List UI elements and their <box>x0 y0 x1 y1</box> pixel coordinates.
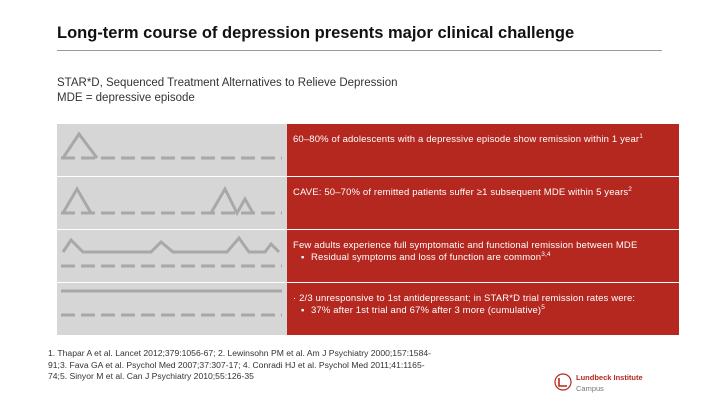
logo-campus: Campus <box>576 384 604 393</box>
episode-peak <box>61 186 93 214</box>
bullet-text: Residual symptoms and loss of function a… <box>311 251 542 263</box>
subtitle-line-1: STAR*D, Sequenced Treatment Alternatives… <box>57 77 398 89</box>
episode-peak <box>209 185 255 217</box>
bullet-citation: 5 <box>541 303 546 311</box>
course-row-4: · 2/3 unresponsive to 1st antidepressant… <box>57 283 679 335</box>
episode-curve-4 <box>61 289 282 317</box>
episode-curve-3 <box>61 235 282 268</box>
row-bullet: ▪ Residual symptoms and loss of function … <box>293 250 673 264</box>
episode-peak <box>61 131 99 159</box>
row-text: Few adults experience full symptomatic a… <box>293 240 638 251</box>
bullet-mark: ▪ <box>301 251 305 263</box>
row-text: · 2/3 unresponsive to 1st antidepressant… <box>293 293 636 304</box>
row-bullet: ▪ 37% after 1st trial and 67% after 3 mor… <box>293 303 673 317</box>
course-text-4: · 2/3 unresponsive to 1st antidepressant… <box>287 283 679 335</box>
reference-line-3: 74;5. Sinyor M et al. Can J Psychiatry 2… <box>48 371 254 381</box>
course-text-3: Few adults experience full symptomatic a… <box>287 230 679 282</box>
lundbeck-seal-icon <box>554 373 572 391</box>
row-citation: 1 <box>639 132 643 140</box>
course-diagram-2 <box>57 177 287 229</box>
course-diagram-1 <box>57 124 287 176</box>
episode-peaks <box>61 235 281 254</box>
course-row-1: 60–80% of adolescents with a depressive … <box>57 124 679 176</box>
bullet-citation: 3,4 <box>541 250 551 258</box>
row-text: CAVE: 50–70% of remitted patients suffer… <box>293 187 629 198</box>
title-divider <box>57 50 662 51</box>
references: 1. Thapar A et al. Lancet 2012;379:1056-… <box>48 348 468 383</box>
logo-name: Lundbeck Institute <box>576 373 643 382</box>
course-row-3: Few adults experience full symptomatic a… <box>57 230 679 282</box>
episode-curve-1 <box>61 131 282 160</box>
episode-curve-2 <box>61 185 282 217</box>
course-text-2: CAVE: 50–70% of remitted patients suffer… <box>287 177 679 229</box>
course-row-2: CAVE: 50–70% of remitted patients suffer… <box>57 177 679 229</box>
course-diagram-4 <box>57 283 287 335</box>
course-diagram-3 <box>57 230 287 282</box>
slide-title: Long-term course of depression presents … <box>57 24 575 42</box>
row-text: 60–80% of adolescents with a depressive … <box>293 134 640 145</box>
reference-line-2: 91;3. Fava GA et al. Psychol Med 2007;37… <box>48 359 425 370</box>
bullet-text: 37% after 1st trial and 67% after 3 more… <box>311 304 542 316</box>
subtitle-line-2: MDE = depressive episode <box>57 92 195 104</box>
lundbeck-logo: Lundbeck Institute Campus <box>554 371 674 397</box>
slide-subtitle: STAR*D, Sequenced Treatment Alternatives… <box>57 76 398 106</box>
row-citation: 2 <box>628 185 633 193</box>
bullet-mark: ▪ <box>301 304 305 316</box>
course-text-1: 60–80% of adolescents with a depressive … <box>287 124 679 176</box>
reference-line-1: 1. Thapar A et al. Lancet 2012;379:1056-… <box>48 348 431 358</box>
